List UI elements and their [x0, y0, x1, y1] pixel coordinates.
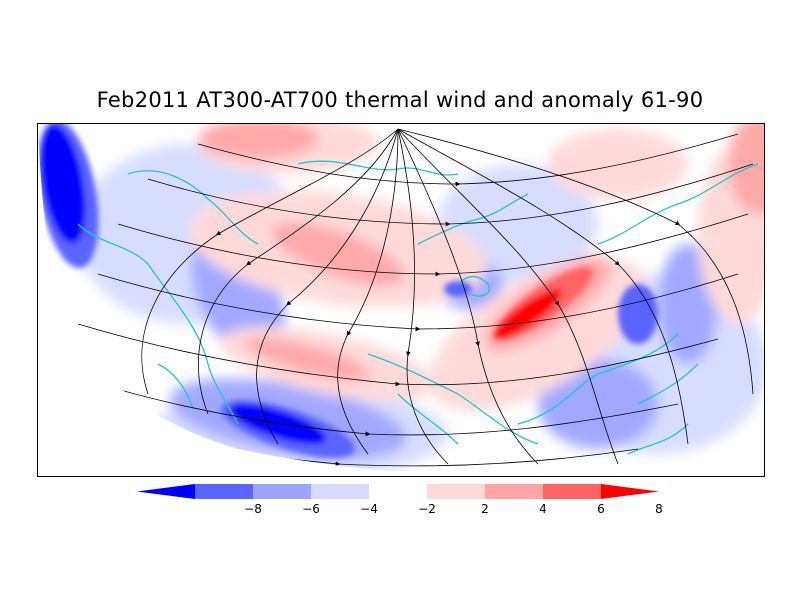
legend-tick-label: −2	[418, 502, 436, 516]
thermal-wind-map	[38, 124, 764, 476]
legend-swatch	[369, 484, 427, 499]
legend-tick-label: −8	[244, 502, 262, 516]
legend-tick-label: 4	[539, 502, 547, 516]
legend-swatch	[311, 484, 369, 499]
legend-swatch	[543, 484, 601, 499]
color-legend: −8 −6 −4 −2 2 4 6 8	[137, 484, 663, 516]
legend-tick-label: −6	[302, 502, 320, 516]
legend-swatch	[427, 484, 485, 499]
coastlines	[77, 160, 759, 455]
legend-swatch	[253, 484, 311, 499]
legend-tick-label: −4	[360, 502, 378, 516]
legend-swatch	[195, 484, 253, 499]
streamlines	[57, 128, 754, 467]
legend-swatch	[485, 484, 543, 499]
legend-tick-label: 2	[481, 502, 489, 516]
anomaly-field	[38, 124, 764, 476]
legend-tick-label: 6	[597, 502, 605, 516]
legend-tick-label: 8	[655, 502, 663, 516]
map-title: Feb2011 AT300-AT700 thermal wind and ano…	[96, 88, 704, 112]
map-panel	[37, 123, 765, 477]
legend-arrow-high	[601, 484, 659, 499]
legend-arrow-low	[137, 484, 195, 499]
